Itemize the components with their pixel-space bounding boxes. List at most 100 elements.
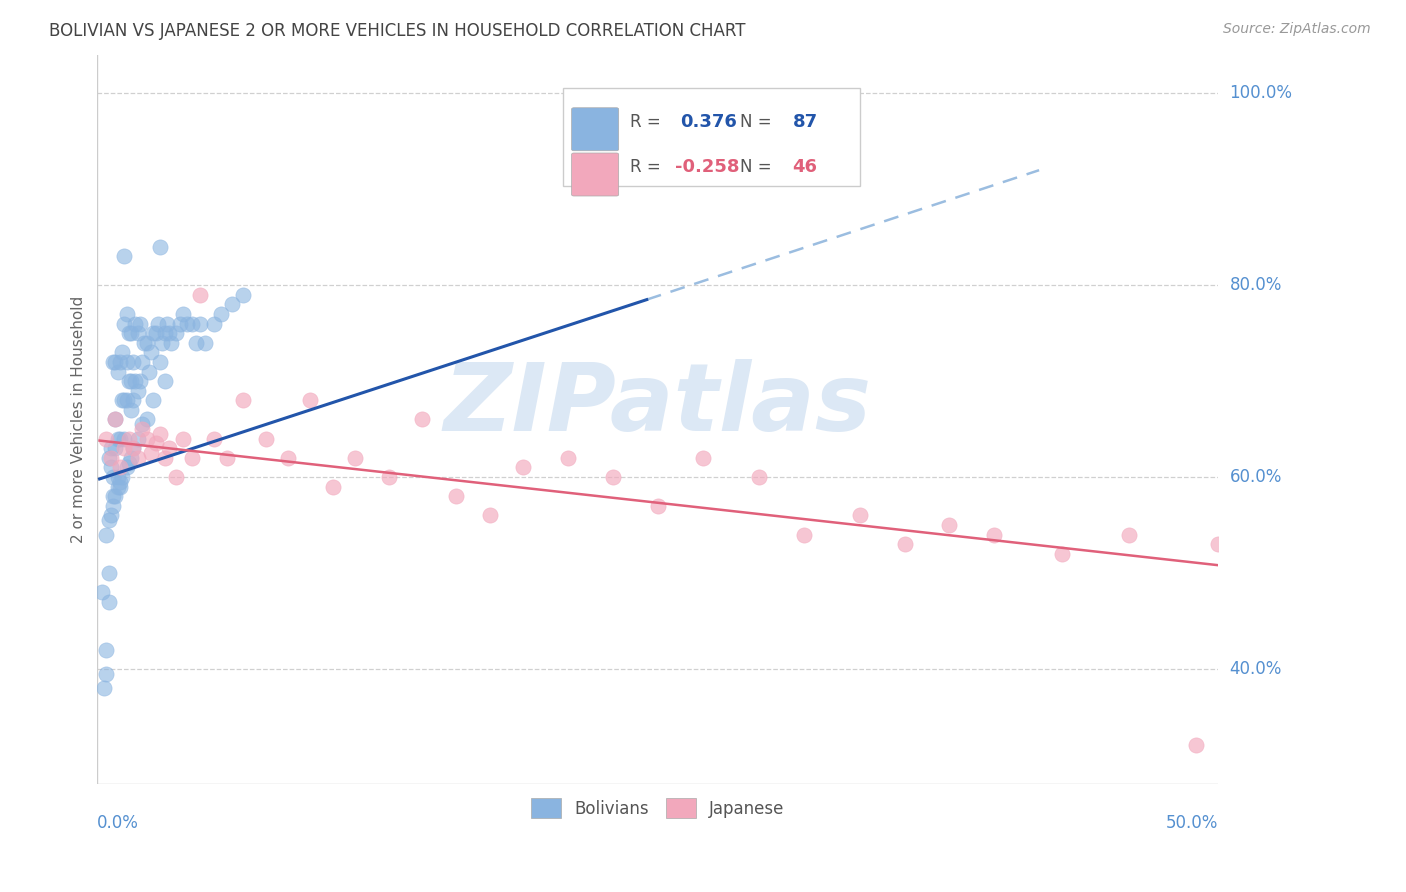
Point xyxy=(115,460,138,475)
Point xyxy=(97,566,120,580)
Point xyxy=(107,480,129,494)
Text: 0.0%: 0.0% xyxy=(97,814,139,832)
Point xyxy=(115,307,138,321)
Text: N =: N = xyxy=(740,113,776,131)
Point xyxy=(97,513,120,527)
Point xyxy=(202,432,225,446)
Point xyxy=(112,432,135,446)
Point xyxy=(93,681,115,695)
Point xyxy=(1185,739,1208,753)
Point xyxy=(146,317,169,331)
Point xyxy=(101,499,124,513)
Point xyxy=(122,355,145,369)
Point xyxy=(145,326,167,341)
Text: 40.0%: 40.0% xyxy=(1230,660,1282,678)
Point xyxy=(112,442,135,456)
Point xyxy=(104,355,127,369)
Point xyxy=(153,326,176,341)
Point xyxy=(299,393,322,408)
Point xyxy=(96,642,118,657)
Text: 80.0%: 80.0% xyxy=(1230,277,1282,294)
Point xyxy=(108,355,131,369)
Point xyxy=(156,317,179,331)
Point xyxy=(150,335,173,350)
Point xyxy=(138,365,160,379)
Point xyxy=(96,527,118,541)
Point xyxy=(120,374,142,388)
Point xyxy=(232,393,254,408)
Y-axis label: 2 or more Vehicles in Household: 2 or more Vehicles in Household xyxy=(72,296,86,543)
Point xyxy=(142,393,165,408)
Point xyxy=(647,499,669,513)
Point xyxy=(478,508,501,523)
Text: -0.258: -0.258 xyxy=(675,158,740,176)
Point xyxy=(120,403,142,417)
Point xyxy=(115,355,138,369)
FancyBboxPatch shape xyxy=(572,153,619,196)
Point xyxy=(202,317,225,331)
Point xyxy=(118,326,141,341)
Point xyxy=(180,450,202,465)
Point xyxy=(254,432,277,446)
Point xyxy=(184,335,207,350)
Text: 46: 46 xyxy=(793,158,817,176)
Point xyxy=(322,480,344,494)
Point xyxy=(112,393,135,408)
Point xyxy=(131,355,153,369)
Point xyxy=(141,446,163,460)
Point xyxy=(112,317,135,331)
Point xyxy=(120,326,142,341)
Point xyxy=(411,412,433,426)
Legend: Bolivians, Japanese: Bolivians, Japanese xyxy=(523,789,793,827)
Text: N =: N = xyxy=(740,158,776,176)
Point xyxy=(172,432,194,446)
Point xyxy=(557,450,579,465)
Point xyxy=(748,470,770,484)
Point xyxy=(124,317,146,331)
Point xyxy=(111,345,134,359)
Point xyxy=(97,595,120,609)
Point xyxy=(232,288,254,302)
Point xyxy=(127,326,149,341)
Point xyxy=(124,374,146,388)
Text: 60.0%: 60.0% xyxy=(1230,468,1282,486)
Point xyxy=(108,480,131,494)
Point xyxy=(134,335,156,350)
Point xyxy=(217,450,239,465)
Point xyxy=(104,489,127,503)
Point xyxy=(120,450,142,465)
Point xyxy=(100,460,122,475)
Point xyxy=(108,475,131,489)
Point xyxy=(112,250,135,264)
Point xyxy=(101,489,124,503)
FancyBboxPatch shape xyxy=(572,108,619,151)
Text: 100.0%: 100.0% xyxy=(1230,85,1292,103)
Point xyxy=(983,527,1005,541)
Point xyxy=(127,432,149,446)
Point xyxy=(135,335,157,350)
Point xyxy=(101,355,124,369)
Point xyxy=(104,442,127,456)
Point xyxy=(221,297,243,311)
Point xyxy=(153,450,176,465)
Point xyxy=(194,335,217,350)
Point xyxy=(1118,527,1140,541)
Point xyxy=(135,412,157,426)
Point xyxy=(512,460,534,475)
Point xyxy=(118,456,141,470)
Point xyxy=(118,374,141,388)
Point xyxy=(793,527,815,541)
Point xyxy=(1050,547,1073,561)
Point xyxy=(149,355,172,369)
Point xyxy=(97,450,120,465)
Point xyxy=(444,489,467,503)
Text: R =: R = xyxy=(630,158,666,176)
Text: 0.376: 0.376 xyxy=(681,113,737,131)
Point xyxy=(96,666,118,681)
Text: ZIPatlas: ZIPatlas xyxy=(444,359,872,451)
Point xyxy=(378,470,401,484)
Point xyxy=(111,470,134,484)
Point xyxy=(157,326,180,341)
Point xyxy=(131,417,153,432)
Point xyxy=(108,432,131,446)
